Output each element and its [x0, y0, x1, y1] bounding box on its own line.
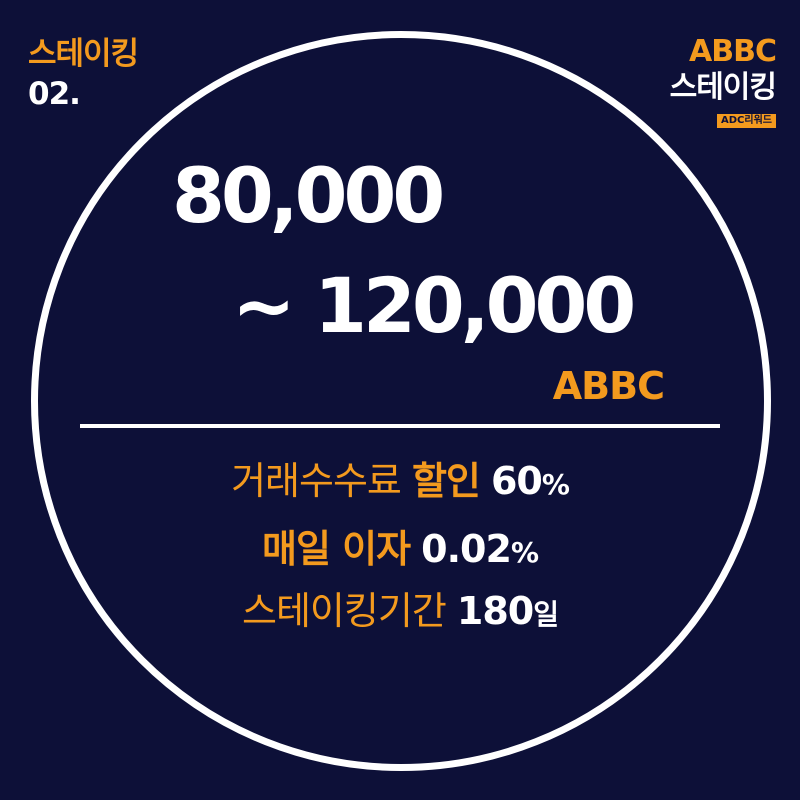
- interest-label: 매일 이자: [262, 527, 411, 571]
- period-value: 180: [456, 589, 534, 633]
- series-title: 스테이킹: [28, 36, 139, 72]
- interest-value: 0.02: [421, 527, 512, 571]
- period-label: 스테이킹기간: [242, 589, 447, 633]
- brand-block: ABBC 스테이킹 ADC리워드: [669, 34, 777, 128]
- brand-subtitle: 스테이킹: [669, 70, 777, 105]
- period-unit: 일: [533, 598, 559, 631]
- amount-max: ~ 120,000: [232, 261, 636, 350]
- fee-highlight: 할인: [411, 459, 481, 503]
- daily-interest-line: 매일 이자 0.02%: [0, 530, 800, 568]
- fee-unit: %: [541, 468, 570, 501]
- staking-period-line: 스테이킹기간 180일: [0, 592, 800, 630]
- reward-tag: ADC리워드: [717, 114, 776, 128]
- divider: [80, 424, 720, 428]
- interest-unit: %: [510, 536, 539, 569]
- series-label: 스테이킹 02.: [28, 34, 139, 114]
- circle-frame: [31, 31, 771, 771]
- amount-min: 80,000: [172, 151, 445, 240]
- token-name: ABBC: [552, 364, 665, 408]
- fee-label: 거래수수료: [231, 459, 402, 503]
- fee-value: 60: [490, 459, 543, 503]
- fee-discount-line: 거래수수료 할인 60%: [0, 462, 800, 500]
- series-number: 02.: [28, 76, 81, 112]
- brand-name: ABBC: [689, 34, 777, 69]
